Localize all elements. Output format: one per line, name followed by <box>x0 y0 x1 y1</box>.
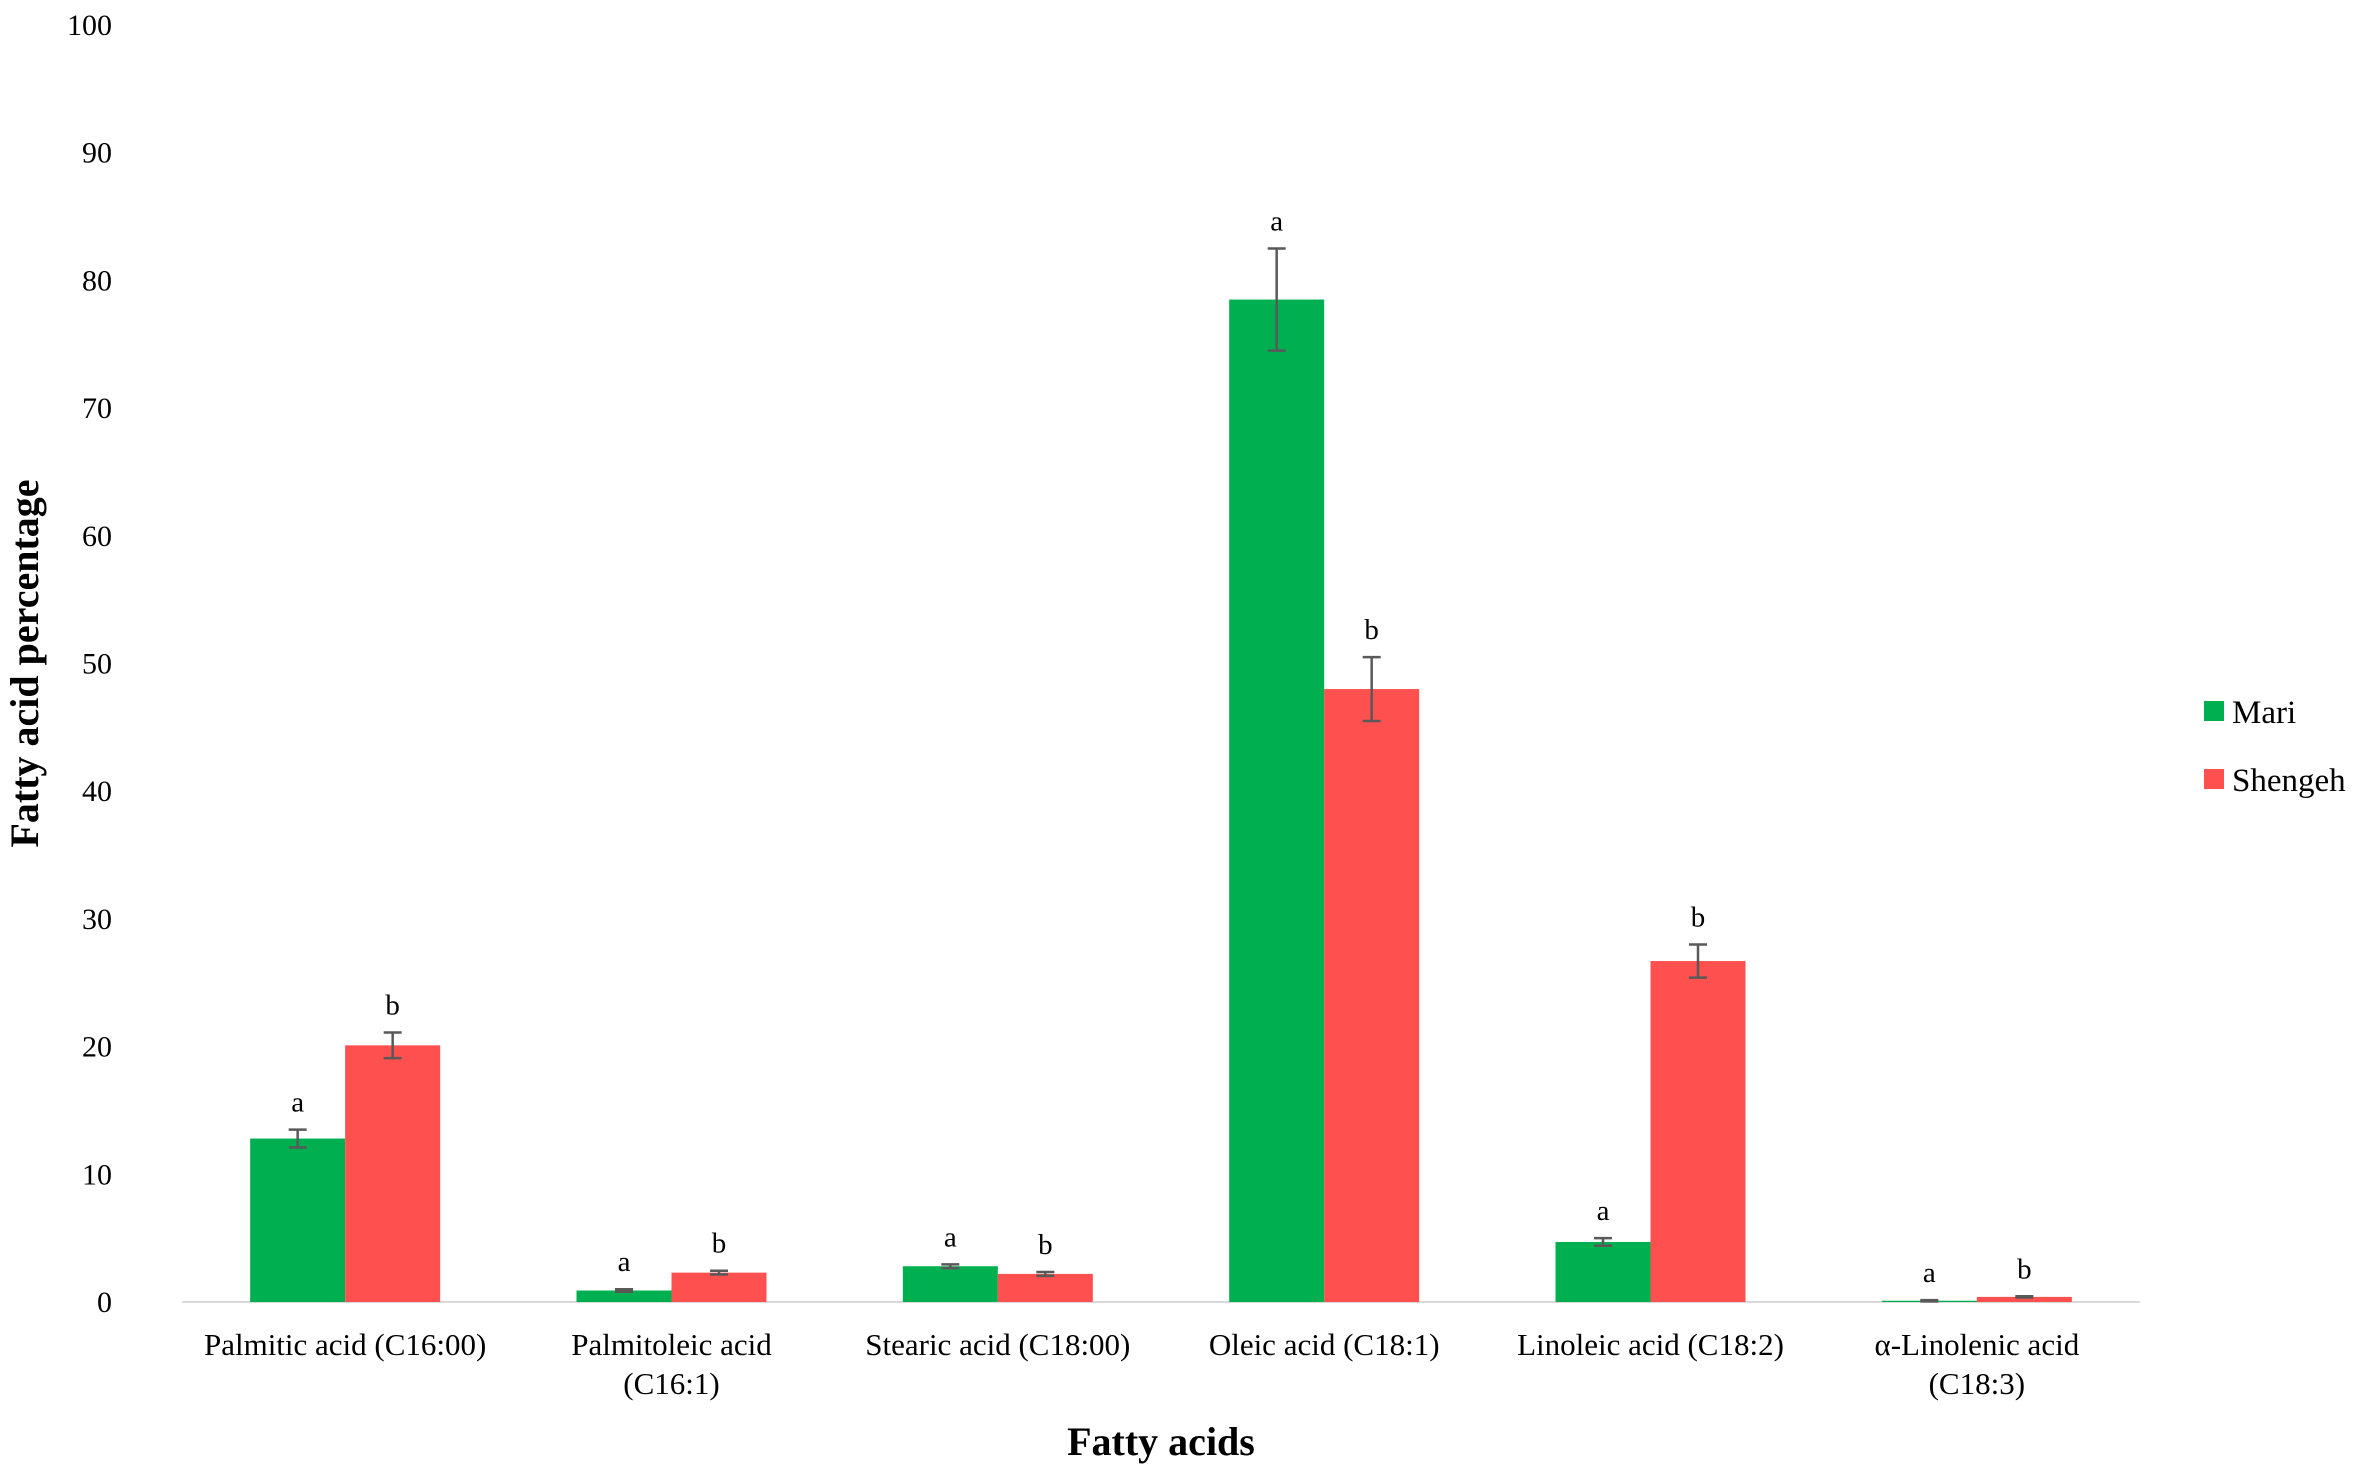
y-tick-label: 30 <box>82 903 112 936</box>
y-tick-label: 50 <box>82 648 112 681</box>
bars <box>250 299 2072 1302</box>
y-tick-label: 100 <box>67 9 112 42</box>
y-tick-label: 60 <box>82 520 112 553</box>
legend: Mari Shengeh <box>2204 695 2346 799</box>
significance-label: a <box>1923 1257 1936 1289</box>
bar-shengeh <box>1650 961 1746 1302</box>
significance-label: a <box>1597 1195 1610 1227</box>
bar-shengeh <box>1324 689 1420 1302</box>
significance-label: a <box>291 1087 304 1119</box>
x-category-label: Palmitic acid (C16:00) <box>204 1327 486 1362</box>
significance-label: a <box>944 1221 957 1253</box>
x-category-label: Linoleic acid (C18:2) <box>1517 1327 1784 1362</box>
x-category-label: Stearic acid (C18:00) <box>865 1327 1130 1362</box>
bar-mari <box>1555 1241 1651 1302</box>
bar-shengeh <box>997 1273 1093 1302</box>
significance-label: b <box>385 990 400 1022</box>
legend-label-mari: Mari <box>2232 695 2296 731</box>
y-tick-label: 20 <box>82 1031 112 1064</box>
significance-label: b <box>1038 1229 1053 1261</box>
y-tick-label: 0 <box>97 1286 112 1319</box>
legend-label-shengeh: Shengeh <box>2232 763 2346 799</box>
x-category-label: Palmitoleic acid <box>571 1327 772 1362</box>
significance-label: b <box>1364 614 1379 646</box>
error-bars <box>288 247 2034 1303</box>
y-axis-ticks: 0 10 20 30 40 50 60 70 80 90 100 <box>67 9 112 1319</box>
significance-label: b <box>1691 901 1706 933</box>
y-tick-label: 80 <box>82 264 112 297</box>
bar-mari <box>576 1290 672 1302</box>
x-category-label: (C18:3) <box>1929 1366 2025 1401</box>
significance-label: a <box>1270 205 1283 237</box>
legend-swatch-shengeh <box>2204 769 2224 789</box>
y-axis-title: Fatty acid percentage <box>2 479 47 847</box>
significance-label: a <box>618 1246 631 1278</box>
y-tick-label: 10 <box>82 1158 112 1191</box>
x-category-label: α-Linolenic acid <box>1874 1327 2079 1362</box>
category-labels: Palmitic acid (C16:00) Palmitoleic acid (C… <box>204 1327 2080 1401</box>
x-category-label: (C16:1) <box>623 1366 719 1401</box>
significance-label: b <box>712 1228 727 1260</box>
y-tick-label: 70 <box>82 392 112 425</box>
y-tick-label: 90 <box>82 137 112 170</box>
significance-labels: a b a b a b a b a b a b <box>291 205 2031 1289</box>
bar-mari <box>250 1138 346 1302</box>
y-tick-label: 40 <box>82 775 112 808</box>
bar-shengeh <box>671 1272 767 1302</box>
bar-shengeh <box>1976 1296 2072 1302</box>
bar-mari <box>902 1266 998 1302</box>
significance-label: b <box>2017 1253 2032 1285</box>
bar-shengeh <box>345 1045 441 1302</box>
bar-mari <box>1229 299 1325 1302</box>
x-axis-title: Fatty acids <box>1067 1419 1255 1464</box>
x-category-label: Oleic acid (C18:1) <box>1209 1327 1440 1362</box>
legend-swatch-mari <box>2204 701 2224 721</box>
